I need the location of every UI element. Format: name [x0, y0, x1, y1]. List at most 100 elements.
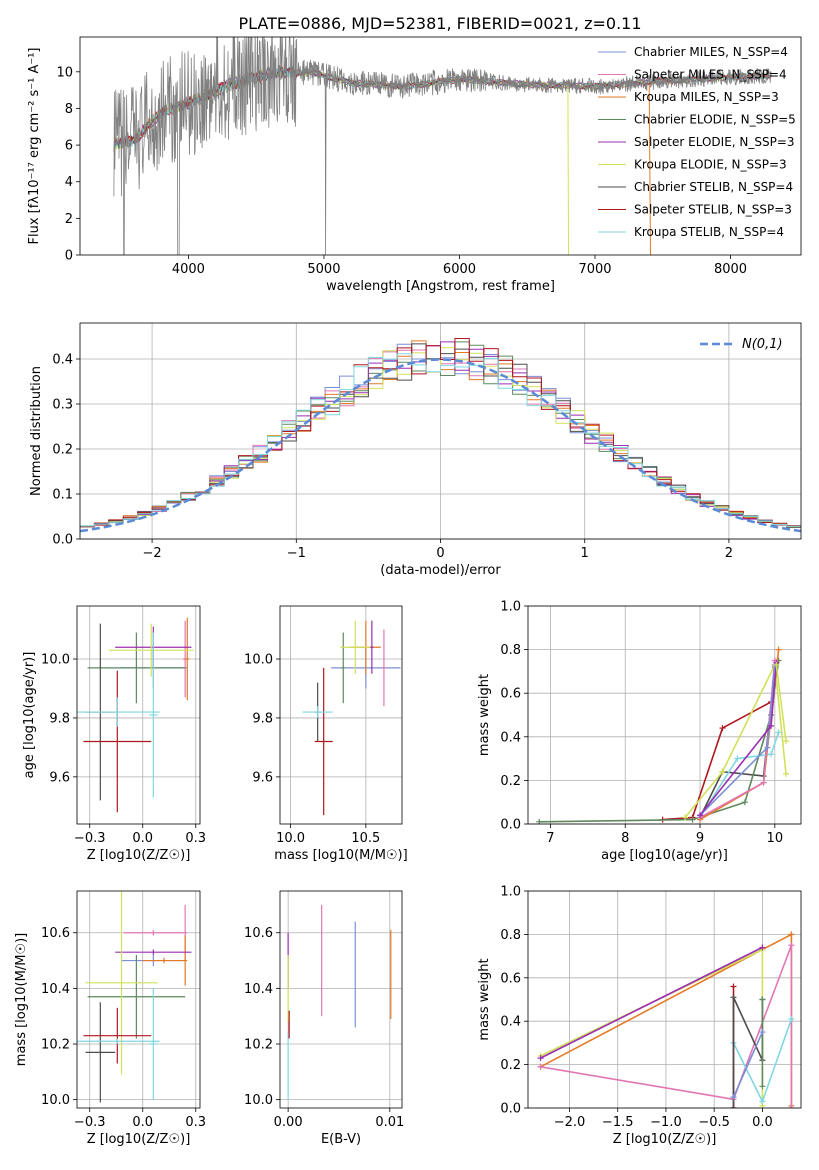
x-tick-label: 7000 [578, 262, 611, 277]
y-tick-label: 0.6 [500, 687, 521, 702]
weight-line [540, 948, 764, 1106]
x-tick-label: 0 [436, 546, 444, 561]
weight-marker [788, 1016, 795, 1023]
x-tick-label: −0.3 [74, 1115, 106, 1130]
x-tick-label: 0.0 [132, 831, 153, 846]
grid [528, 605, 801, 825]
model-drop [567, 86, 570, 255]
y-tick-label: 10.0 [41, 653, 70, 668]
plot-frame [279, 605, 403, 825]
age-mass-panel: 10.0 10.5 9.6 9.8 10.0 mass [log10(M/M☉)] [244, 605, 408, 863]
x-tick-label: 5000 [307, 262, 340, 277]
y-axis-label: mass weight [477, 958, 492, 1040]
weight-marker [689, 816, 696, 823]
y-tick-label: 0.2 [52, 443, 73, 458]
legend-label: Kroupa STELIB, N_SSP=4 [634, 225, 784, 239]
weight-marker [773, 661, 780, 668]
weight-marker [719, 768, 726, 775]
spectrum-lines [113, 37, 772, 255]
x-tick-label: 0.00 [274, 1115, 303, 1130]
x-tick-label: 0.0 [132, 1115, 153, 1130]
error-bars [302, 620, 401, 816]
model-drop [648, 84, 651, 255]
x-tick-label: 0.3 [185, 831, 206, 846]
y-axis-label: Normed distribution [29, 366, 44, 496]
y-tick-label: 0 [65, 249, 73, 264]
weight-marker [759, 944, 766, 951]
error-bars [287, 904, 392, 1100]
x-tick-label: 6000 [443, 262, 476, 277]
weight-marker [775, 646, 782, 653]
x-tick-label: −1 [287, 546, 306, 561]
plot-frame [76, 605, 201, 825]
x-axis-label: Z [log10(Z/Z☉)] [87, 1132, 191, 1147]
y-tick-label: 10.2 [41, 1038, 70, 1053]
y-tick-label: 10.4 [41, 982, 70, 997]
weight-line [540, 946, 763, 1059]
y-axis-label: mass [log10(M/M☉)] [14, 933, 29, 1066]
weight-marker [734, 755, 741, 762]
legend-label: Chabrier MILES, N_SSP=4 [634, 45, 788, 59]
mass-extinction-panel: 0.00 0.01 10.0 10.2 10.4 10.6 E(B-V) [244, 890, 404, 1147]
y-tick-label: 0.8 [500, 643, 521, 658]
weight-line [775, 664, 787, 742]
weight-lines [537, 931, 795, 1108]
y-tick-label: 10.0 [244, 653, 273, 668]
y-tick-label: 0.2 [500, 774, 521, 789]
y-tick-label: 6 [65, 139, 73, 154]
y-tick-label: 0.0 [500, 1102, 521, 1117]
weight-line [539, 660, 780, 823]
weight-marker [775, 729, 782, 736]
x-tick-label: 8000 [714, 262, 747, 277]
legend: Chabrier MILES, N_SSP=4 Salpeter MILES, N… [598, 45, 796, 239]
x-tick-label: 0.01 [375, 1115, 404, 1130]
error-bars [77, 617, 194, 813]
weight-marker [730, 994, 737, 1001]
weight-line [732, 1031, 764, 1098]
x-tick-label: 7 [546, 831, 554, 846]
age-metallicity-panel: −0.3 0.0 0.3 9.6 9.8 10.0 Z [log10(Z/Z☉)] age [… [22, 605, 206, 863]
legend-label: Salpeter MILES, N_SSP=4 [634, 68, 787, 82]
weight-marker [768, 722, 775, 729]
y-axis-label: age [log10(age/yr)] [22, 652, 37, 779]
legend-label: Chabrier STELIB, N_SSP=4 [634, 180, 793, 194]
x-tick-label: 1 [581, 546, 589, 561]
y-tick-label: 10.4 [244, 982, 273, 997]
weight-marker [768, 751, 775, 758]
y-tick-label: 10.0 [41, 1093, 70, 1108]
y-tick-label: 0.4 [500, 1015, 521, 1030]
data-spectrum-line [113, 37, 772, 255]
plot-frame [79, 322, 802, 540]
weight-marker [759, 1029, 766, 1036]
y-tick-label: 2 [65, 212, 73, 227]
weight-marker [788, 1105, 795, 1108]
weight-marker [759, 1098, 766, 1105]
y-tick-label: 0.6 [500, 971, 521, 986]
y-axis-label: mass weight [477, 674, 492, 756]
legend-label: Kroupa MILES, N_SSP=3 [634, 90, 779, 104]
y-tick-label: 9.6 [252, 770, 273, 785]
x-tick-label: −1.5 [602, 1115, 634, 1130]
weight-marker [719, 725, 726, 732]
figure-title: PLATE=0886, MJD=52381, FIBERID=0021, z=0… [238, 14, 641, 33]
legend-label: Salpeter STELIB, N_SSP=3 [634, 203, 792, 217]
weight-marker [537, 1055, 544, 1062]
plot-frame [527, 605, 802, 825]
x-axis-label: (data-model)/error [380, 563, 501, 578]
y-tick-label: 0.4 [500, 730, 521, 745]
x-tick-label: 8 [621, 831, 629, 846]
weight-line [699, 732, 780, 818]
weight-marker [759, 996, 766, 1003]
x-tick-label: 2 [725, 546, 733, 561]
x-tick-label: 4000 [172, 262, 205, 277]
x-axis-label: mass [log10(M/M☉)] [274, 848, 407, 863]
grid [77, 606, 200, 824]
x-tick-label: −2 [143, 546, 162, 561]
gaussian-curve [80, 358, 801, 533]
legend-label: Salpeter ELODIE, N_SSP=3 [634, 135, 795, 149]
y-tick-label: 8 [65, 102, 73, 117]
weight-marker [788, 931, 795, 938]
x-axis-label: age [log10(age/yr)] [601, 848, 728, 863]
spectrum-panel: 4000 5000 6000 7000 8000 0 2 4 6 8 10 wavelength [A… [27, 36, 802, 294]
